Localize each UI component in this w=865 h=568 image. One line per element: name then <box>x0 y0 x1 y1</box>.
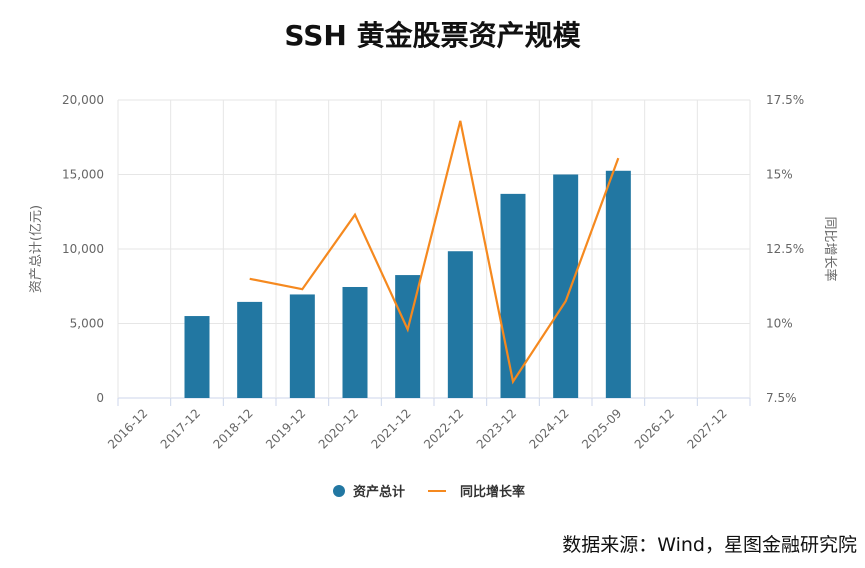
x-tick-label: 2026-12 <box>632 406 677 451</box>
bar <box>237 301 263 398</box>
y-left-tick-label: 0 <box>96 391 104 405</box>
y-right-tick-label: 10% <box>766 317 793 331</box>
x-tick-label: 2024-12 <box>526 406 571 451</box>
y-left-tick-label: 5,000 <box>70 317 104 331</box>
grid-lines <box>117 99 751 399</box>
x-tick-label: 2027-12 <box>684 406 729 451</box>
legend: 资产总计 同比增长率 <box>333 484 525 500</box>
legend-line-label: 同比增长率 <box>460 484 525 500</box>
x-tick-label: 2020-12 <box>316 406 361 451</box>
y-right-tick-label: 15% <box>766 168 793 182</box>
bar <box>500 193 526 398</box>
y-right-axis-title: 同比增长率 <box>822 216 838 281</box>
bar-series <box>184 170 631 398</box>
bar <box>605 170 631 398</box>
x-tick-label: 2023-12 <box>474 406 519 451</box>
chart-title: SSH 黄金股票资产规模 <box>284 19 581 52</box>
x-tick-label: 2019-12 <box>263 406 308 451</box>
source-note: 数据来源：Wind，星图金融研究院 <box>562 534 857 556</box>
y-right-tick-label: 12.5% <box>766 242 804 256</box>
y-left-axis-title: 资产总计(亿元) <box>29 205 44 293</box>
bar <box>289 294 315 398</box>
x-tick-label: 2022-12 <box>421 406 466 451</box>
bar <box>553 174 579 398</box>
line-series <box>249 120 620 385</box>
y-left-tick-label: 10,000 <box>62 242 104 256</box>
bar <box>184 316 210 398</box>
x-tick-label: 2016-12 <box>105 406 150 451</box>
legend-bar-marker <box>333 485 345 497</box>
bar <box>447 251 473 398</box>
growth-rate-line <box>249 120 620 385</box>
y-left-tick-label: 20,000 <box>62 93 104 107</box>
x-tick-label: 2021-12 <box>368 406 413 451</box>
y-left-tick-label: 15,000 <box>62 168 104 182</box>
y-right-tick-label: 17.5% <box>766 93 804 107</box>
x-tick-label: 2025-09 <box>579 406 624 451</box>
bar <box>342 286 368 398</box>
x-tick-label: 2017-12 <box>158 406 203 451</box>
x-tick-label: 2018-12 <box>210 406 255 451</box>
y-right-tick-label: 7.5% <box>766 391 797 405</box>
legend-bar-label: 资产总计 <box>353 484 405 500</box>
